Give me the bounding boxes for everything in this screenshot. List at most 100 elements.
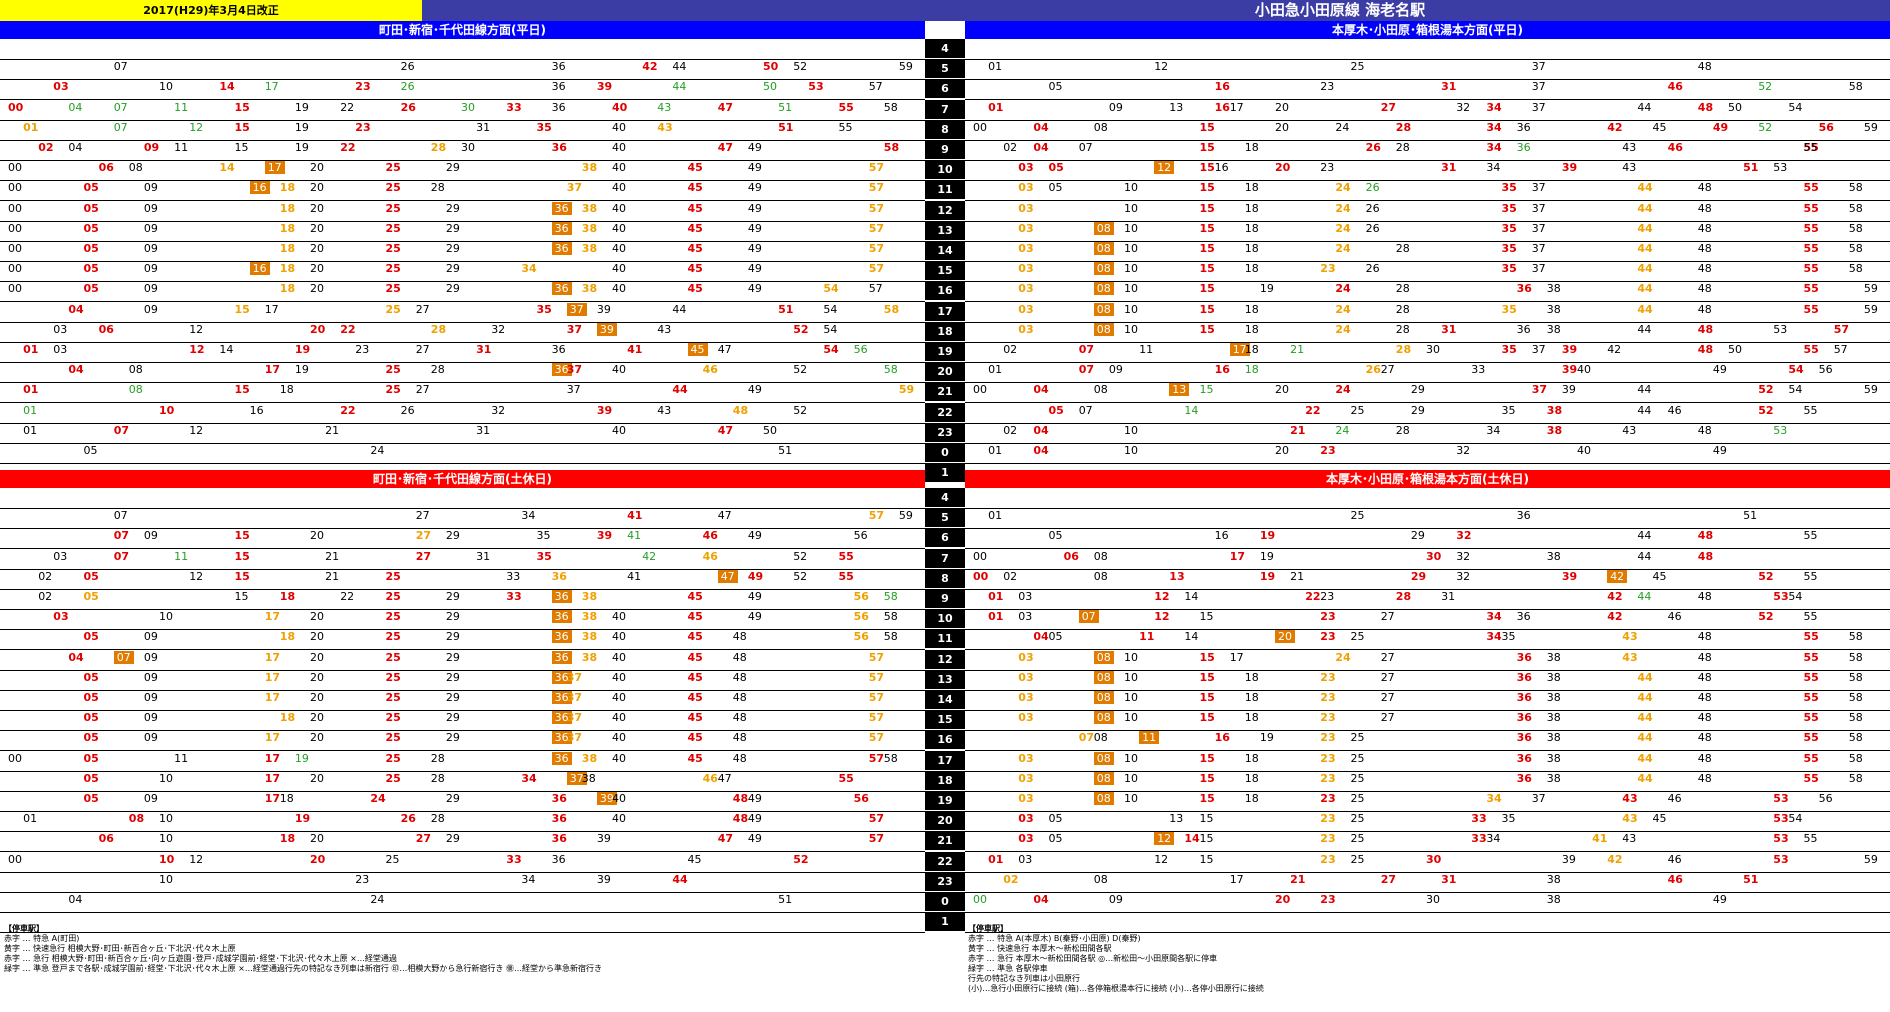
departure-minute: 22 bbox=[340, 322, 356, 336]
departure-minute: 15 bbox=[234, 549, 250, 563]
departure-minute: 51 bbox=[778, 120, 794, 134]
departure-minute: 21 bbox=[1290, 569, 1305, 583]
departure-minute: 29 bbox=[445, 711, 460, 725]
departure-minute: 18 bbox=[1244, 181, 1259, 195]
departure-minute: 40 bbox=[612, 630, 626, 644]
departure-minute: 18 bbox=[1244, 302, 1259, 316]
departure-minute: 58 bbox=[1848, 731, 1863, 745]
departure-minute: 23 bbox=[355, 872, 370, 886]
departure-minute: 10 bbox=[1124, 751, 1138, 765]
departure-minute: 55 bbox=[1803, 201, 1819, 215]
departure-minute: 15 bbox=[1199, 832, 1214, 846]
table-row: 01 03 12 14 19 23 27 31 36 41 45 47 54 56 bbox=[0, 342, 925, 363]
departure-minute: 09 bbox=[143, 691, 158, 704]
departure-minute: 40 bbox=[612, 201, 626, 215]
departure-minute: 44 bbox=[1637, 590, 1652, 603]
table-row: 01 08 15 18 25 27 37 44 49 59 bbox=[0, 382, 925, 404]
table-row: 01 07 09 16 18 26 27 33 39 40 49 54 56 bbox=[965, 362, 1890, 384]
departure-minute: 48 bbox=[732, 711, 747, 725]
departure-minute: 38 bbox=[1546, 893, 1561, 906]
departure-minute: 08 bbox=[1093, 262, 1114, 276]
departure-minute: 10 bbox=[1124, 792, 1138, 805]
legend-line: (小)…急行小田原行に接続 (箱)…各停箱根湯本行に接続 (小)…各停小田原行に… bbox=[968, 984, 1264, 993]
departure-minute: 20 bbox=[310, 242, 324, 255]
departure-minute: 49 bbox=[1712, 444, 1727, 457]
table-row: 04 24 51 bbox=[0, 892, 925, 913]
departure-minute: 55 bbox=[1803, 630, 1819, 644]
departure-minute: 08 bbox=[1093, 792, 1114, 805]
departure-minute: 05 bbox=[83, 670, 99, 684]
departure-minute: 06 bbox=[1063, 549, 1079, 563]
departure-minute: 18 bbox=[1244, 242, 1259, 255]
departure-minute: 12 bbox=[189, 343, 205, 356]
table-row: 02 05 12 15 21 25 33 36 41 47 49 52 55 bbox=[0, 569, 925, 590]
departure-minute: 40 bbox=[612, 363, 626, 377]
departure-minute: 57 bbox=[868, 201, 884, 215]
departure-minute: 36 bbox=[551, 711, 572, 725]
departure-minute: 09 bbox=[143, 529, 158, 543]
departure-minute: 59 bbox=[898, 383, 915, 397]
table-row: 00 05 09 18 20 25 29 36 38 40 45 49 54 57 bbox=[0, 281, 925, 303]
departure-minute: 37 bbox=[566, 771, 587, 785]
departure-minute: 08 bbox=[1093, 120, 1108, 134]
departure-minute: 33 bbox=[1471, 812, 1487, 826]
departure-minute: 29 bbox=[445, 832, 460, 846]
departure-minute: 15 bbox=[1199, 242, 1215, 255]
departure-minute: 07 bbox=[113, 120, 128, 134]
table-row: 00 05 09 16 18 20 25 29 34 40 45 49 57 bbox=[0, 261, 925, 283]
departure-minute: 43 bbox=[1622, 792, 1638, 805]
departure-minute: 32 bbox=[1456, 569, 1471, 583]
departure-minute: 25 bbox=[385, 610, 401, 624]
departure-minute: 41 bbox=[627, 343, 643, 356]
departure-minute: 04 bbox=[1033, 120, 1049, 134]
table-row: 03 08 10 15 18 23 27 36 38 44 48 55 58 bbox=[965, 690, 1890, 711]
hour-label: 11 bbox=[925, 629, 965, 649]
departure-minute: 10 bbox=[1124, 444, 1138, 457]
hour-label: 15 bbox=[925, 710, 965, 730]
departure-minute: 04 bbox=[1033, 630, 1049, 644]
departure-minute: 25 bbox=[385, 161, 401, 175]
departure-minute: 24 bbox=[1335, 242, 1351, 255]
departure-minute: 19 bbox=[1259, 282, 1274, 296]
departure-minute: 08 bbox=[128, 161, 143, 175]
departure-minute: 03 bbox=[1018, 812, 1034, 826]
departure-minute: 25 bbox=[385, 282, 401, 296]
departure-minute: 00 bbox=[973, 569, 989, 583]
departure-minute: 15 bbox=[1199, 302, 1215, 316]
departure-minute: 11 bbox=[174, 141, 189, 154]
departure-minute: 09 bbox=[1108, 893, 1123, 906]
departure-minute: 04 bbox=[68, 100, 83, 114]
departure-minute: 10 bbox=[1124, 650, 1138, 664]
departure-minute: 12 bbox=[189, 423, 204, 437]
table-row: 03 08 10 15 18 23 26 35 37 44 48 55 58 bbox=[965, 261, 1890, 283]
departure-minute: 22 bbox=[1305, 403, 1321, 417]
departure-minute: 38 bbox=[1546, 670, 1561, 684]
departure-minute: 04 bbox=[1033, 383, 1049, 397]
departure-minute: 18 bbox=[1244, 343, 1259, 356]
departure-minute: 46 bbox=[1667, 872, 1683, 886]
departure-minute: 00 bbox=[8, 751, 22, 765]
departure-minute: 05 bbox=[83, 711, 99, 725]
departure-minute: 48 bbox=[1697, 181, 1712, 195]
departure-minute: 15 bbox=[1199, 282, 1215, 296]
departure-minute: 05 bbox=[1048, 403, 1064, 417]
departure-minute: 38 bbox=[581, 751, 598, 765]
departure-minute: 12 bbox=[1154, 590, 1170, 603]
departure-minute: 58 bbox=[1848, 751, 1863, 765]
departure-minute: 48 bbox=[732, 630, 747, 644]
departure-minute: 33 bbox=[506, 852, 522, 866]
departure-minute: 03 bbox=[53, 610, 69, 624]
departure-minute: 08 bbox=[1093, 569, 1108, 583]
departure-minute: 58 bbox=[883, 610, 898, 624]
departure-minute: 08 bbox=[1093, 731, 1108, 745]
table-row bbox=[0, 488, 925, 509]
departure-minute: 25 bbox=[385, 771, 401, 785]
departure-minute: 02 bbox=[38, 590, 53, 603]
departure-minute: 24 bbox=[370, 893, 385, 906]
departure-minute: 15 bbox=[234, 302, 250, 316]
departure-minute: 18 bbox=[1244, 262, 1259, 276]
departure-minute: 55 bbox=[838, 120, 853, 134]
departure-minute: 03 bbox=[53, 343, 68, 356]
hour-label: 22 bbox=[925, 851, 965, 871]
departure-minute: 37 bbox=[566, 691, 582, 704]
